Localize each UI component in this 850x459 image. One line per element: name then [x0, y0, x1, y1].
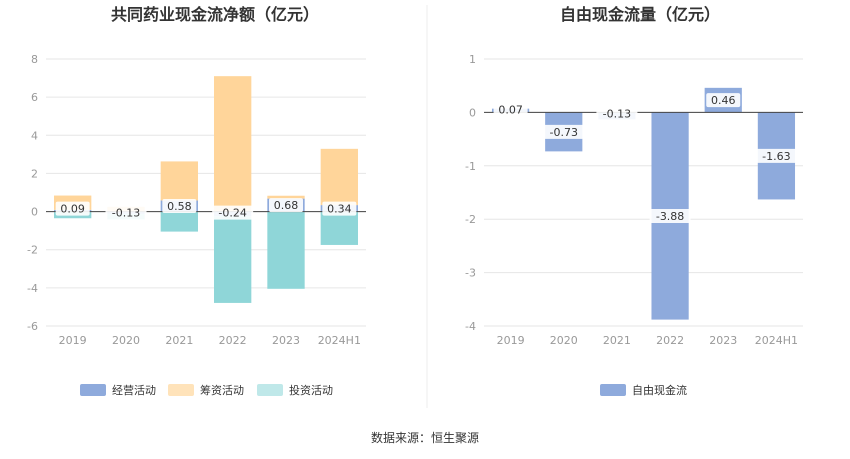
data-label: 0.09 — [60, 203, 85, 216]
data-labels: 0.09 -0.13 0.58 -0.24 0.68 0.34 — [55, 198, 357, 220]
x-tick-label: 2020 — [112, 334, 140, 347]
bars — [491, 87, 796, 320]
data-label: -0.13 — [112, 207, 140, 220]
y-tick-label: -3 — [465, 267, 476, 280]
chart-cash-flow-net: 共同药业现金流净额（亿元） 8 6 4 2 0 -2 -4 -6 0.09 -0.13 0.58 -… — [27, 5, 366, 397]
bar-投资活动-2021[interactable] — [160, 211, 198, 232]
x-axis: 2019 2020 2021 2022 2023 2024H1 — [497, 334, 798, 347]
x-tick-label: 2021 — [165, 334, 193, 347]
data-label-bg — [322, 201, 357, 216]
legend-swatch[interactable] — [257, 384, 283, 396]
y-tick-label: -4 — [465, 320, 476, 333]
y-tick-label: 1 — [469, 53, 476, 66]
x-axis: 2019 2020 2021 2022 2023 2024H1 — [59, 334, 361, 347]
legend-label[interactable]: 投资活动 — [289, 383, 333, 397]
legend-swatch[interactable] — [80, 384, 106, 396]
bar-筹资活动-2021[interactable] — [160, 161, 198, 201]
bar-筹资活动-2024H1[interactable] — [320, 148, 358, 206]
data-label: 0.68 — [274, 199, 299, 212]
y-tick-label: -1 — [465, 160, 476, 173]
grid-lines — [484, 58, 803, 327]
legend-swatch[interactable] — [168, 384, 194, 396]
y-tick-label: 4 — [31, 129, 38, 142]
bars — [54, 76, 358, 303]
legend-label[interactable]: 筹资活动 — [200, 383, 244, 397]
data-label-bg — [543, 124, 585, 139]
data-label-bg — [162, 199, 197, 214]
y-tick-label: 0 — [31, 206, 38, 219]
data-label-bg — [649, 208, 691, 223]
legend-label[interactable]: 自由现金流 — [632, 383, 687, 397]
data-label-bg — [105, 205, 147, 220]
data-label: -3.88 — [656, 210, 684, 223]
y-tick-label: -4 — [27, 282, 38, 295]
data-label-bg — [755, 148, 797, 163]
data-label: 0.46 — [711, 94, 736, 107]
bar-投资活动-2023[interactable] — [267, 211, 305, 289]
data-label: 0.07 — [498, 103, 523, 116]
x-tick-label: 2019 — [59, 334, 87, 347]
y-tick-label: 0 — [469, 106, 476, 119]
legend[interactable]: 自由现金流 — [600, 383, 687, 397]
data-label-bg — [493, 102, 528, 117]
y-tick-label: -2 — [465, 213, 476, 226]
bar-筹资活动-2022[interactable] — [214, 76, 252, 212]
y-axis: 1 0 -1 -2 -3 -4 — [465, 53, 476, 333]
y-tick-label: 2 — [31, 167, 38, 180]
legend[interactable]: 经营活动 筹资活动 投资活动 — [80, 383, 333, 397]
x-tick-label: 2022 — [656, 334, 684, 347]
bar-投资活动-2024H1[interactable] — [320, 211, 358, 245]
bar-投资活动-2022[interactable] — [214, 216, 252, 303]
y-axis: 8 6 4 2 0 -2 -4 -6 — [27, 53, 38, 333]
x-tick-label: 2020 — [550, 334, 578, 347]
x-tick-label: 2023 — [709, 334, 737, 347]
data-label-bg — [55, 201, 90, 216]
chart-free-cash-flow: 自由现金流量（亿元） 1 0 -1 -2 -3 -4 0.07 -0.73 -0.13 -3.8… — [465, 5, 803, 397]
x-tick-label: 2024H1 — [318, 334, 361, 347]
data-label: -0.24 — [218, 207, 246, 220]
data-label: -1.63 — [762, 150, 790, 163]
x-tick-label: 2022 — [219, 334, 247, 347]
data-labels: 0.07 -0.73 -0.13 -3.88 0.46 -1.63 — [493, 93, 797, 223]
grid-lines — [46, 58, 366, 327]
x-tick-label: 2021 — [603, 334, 631, 347]
data-label-bg — [596, 106, 638, 121]
data-label-bg — [212, 205, 254, 220]
legend-swatch[interactable] — [600, 384, 626, 396]
x-tick-label: 2023 — [272, 334, 300, 347]
data-label: 0.34 — [327, 203, 352, 216]
x-tick-label: 2019 — [497, 334, 525, 347]
bar-筹资活动-2023[interactable] — [267, 195, 305, 199]
data-label-bg — [706, 93, 741, 108]
y-tick-label: 6 — [31, 91, 38, 104]
data-label: 0.58 — [167, 200, 192, 213]
source-note: 数据来源：恒生聚源 — [371, 430, 479, 445]
x-tick-label: 2024H1 — [755, 334, 798, 347]
chart-title: 自由现金流量（亿元） — [560, 5, 720, 24]
data-label-bg — [269, 198, 303, 213]
chart-title: 共同药业现金流净额（亿元） — [111, 5, 319, 24]
data-label: -0.13 — [603, 107, 631, 120]
y-tick-label: -2 — [27, 244, 38, 257]
y-tick-label: -6 — [27, 320, 38, 333]
y-tick-label: 8 — [31, 53, 38, 66]
data-label: -0.73 — [550, 126, 578, 139]
legend-label[interactable]: 经营活动 — [112, 383, 156, 397]
